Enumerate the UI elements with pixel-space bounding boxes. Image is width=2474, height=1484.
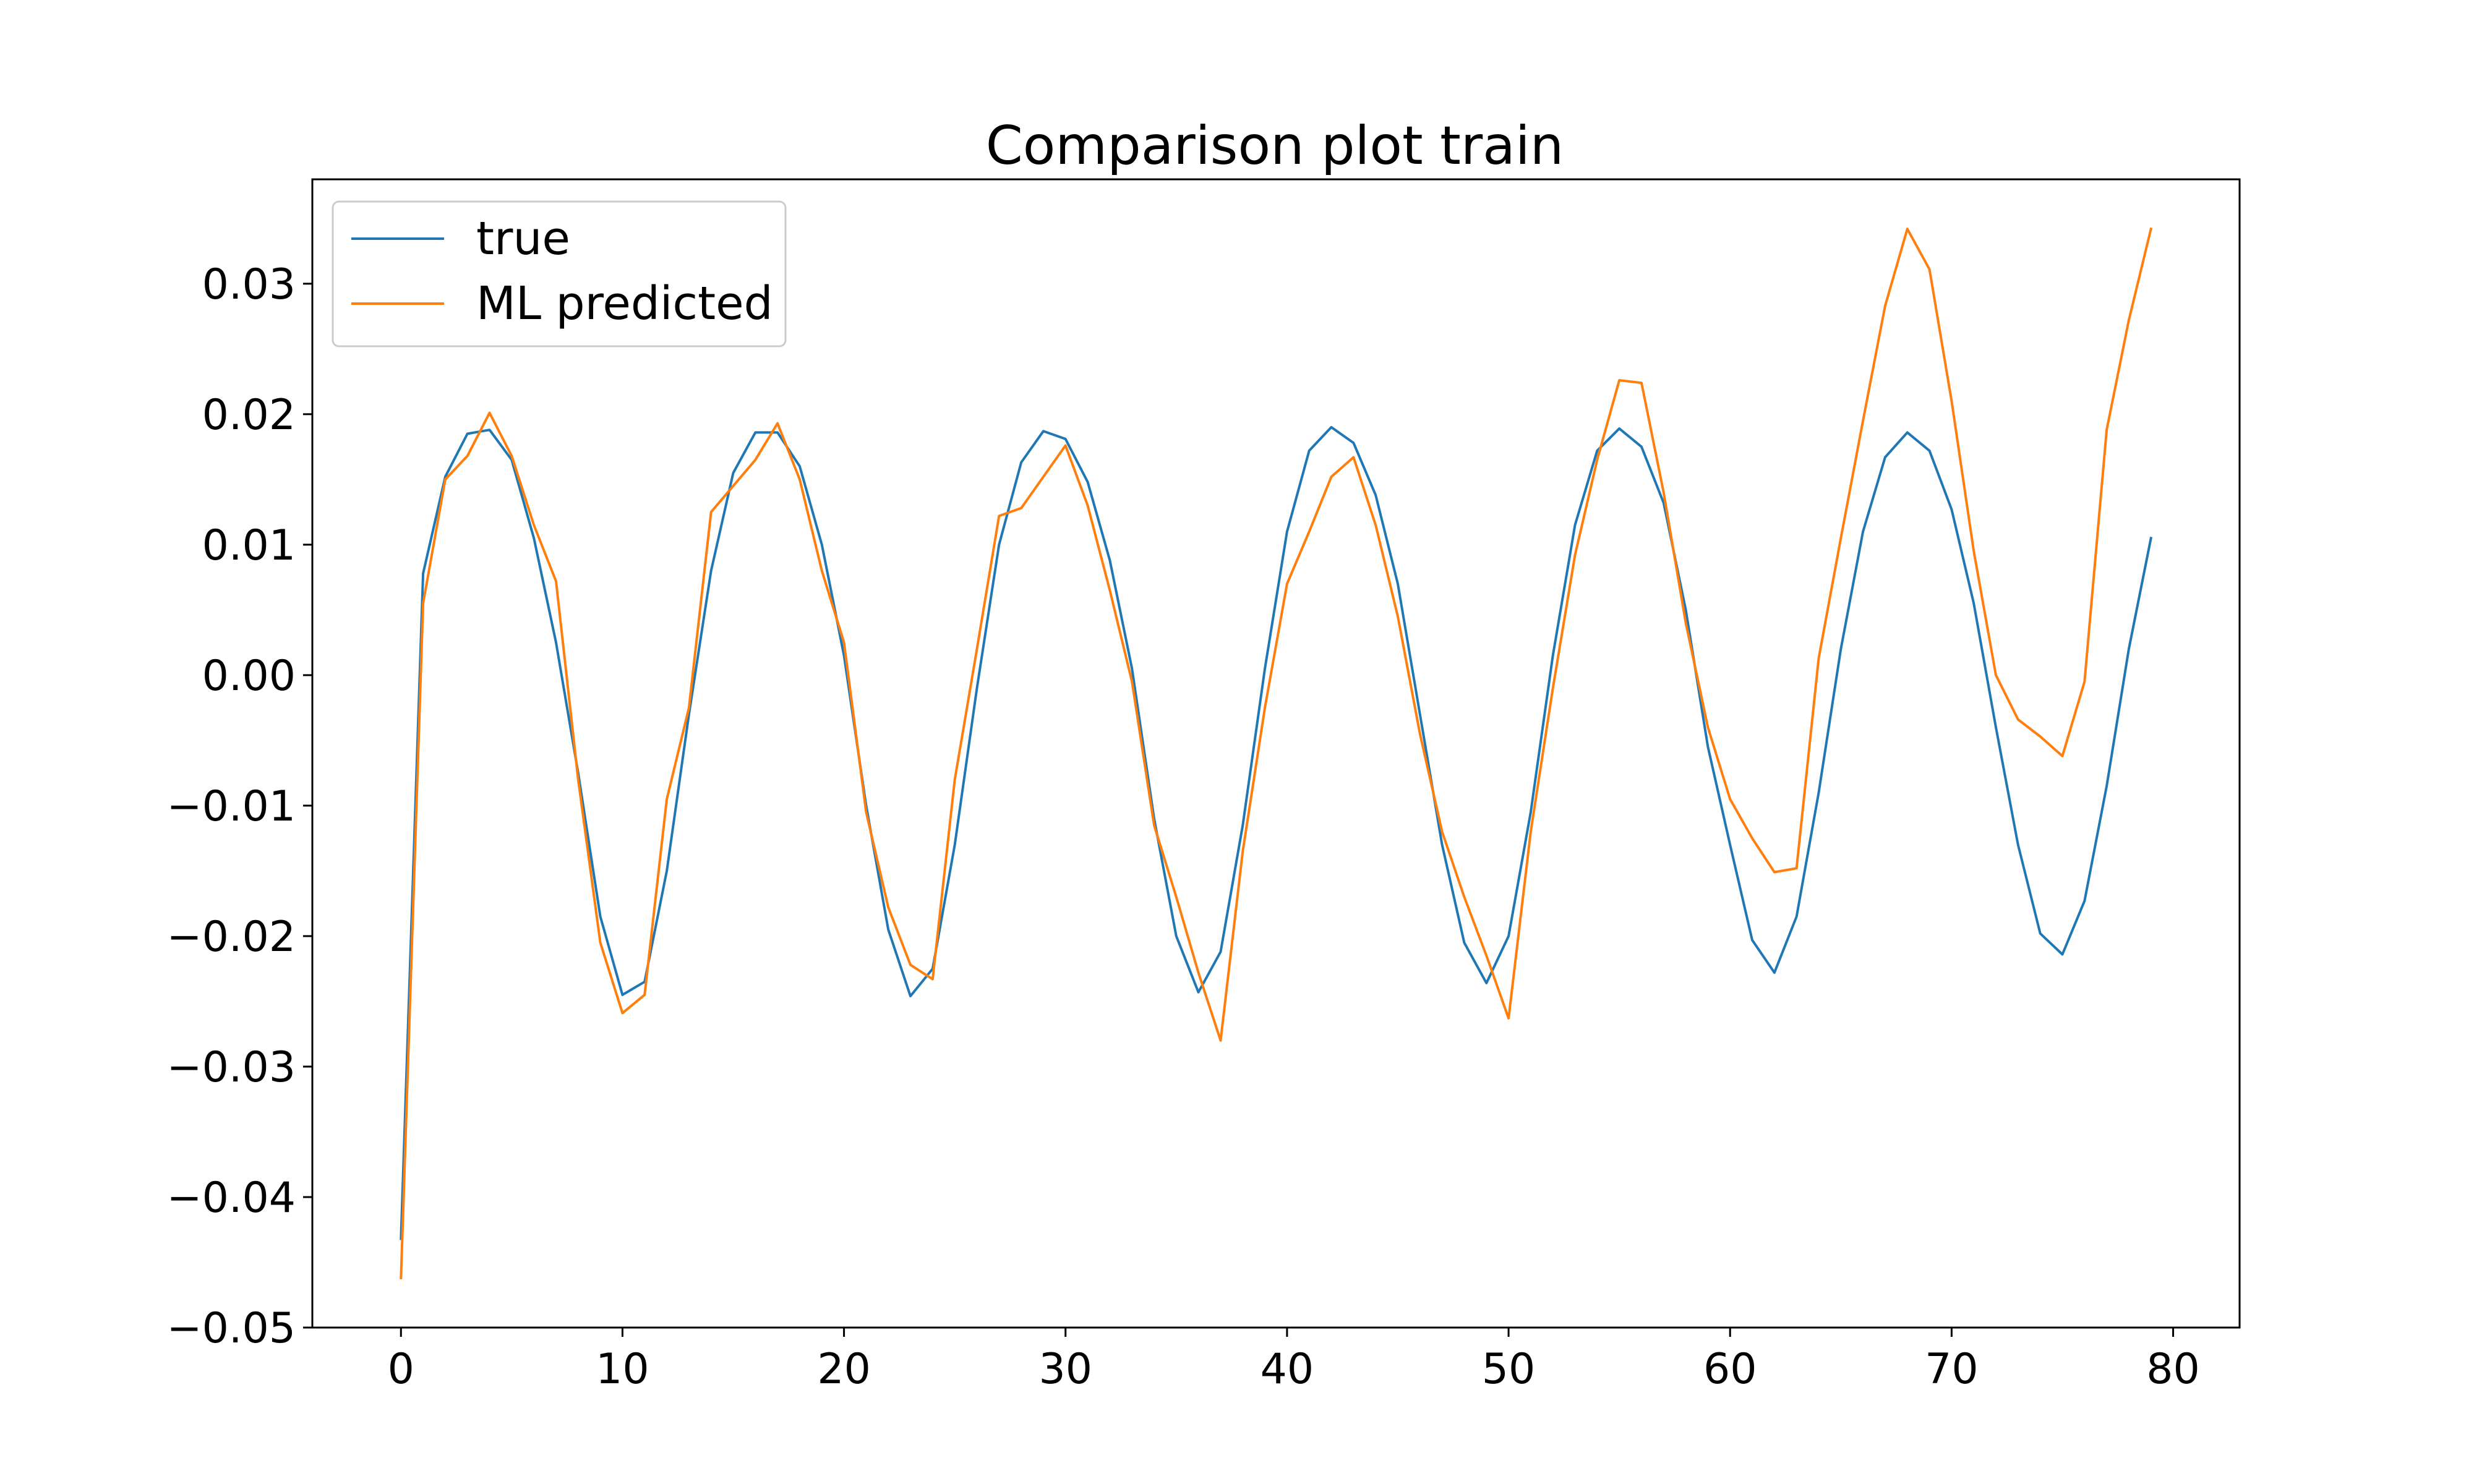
series-line-true	[400, 425, 2153, 1240]
y-axis: −0.05 −0.04 −0.03 −0.02 −0.01 0.00 0.01 0.02 0.0…	[167, 260, 312, 1353]
y-tick-label: −0.05	[167, 1304, 296, 1353]
x-tick-label: 60	[1703, 1345, 1757, 1394]
x-tick-label: 30	[1038, 1345, 1092, 1394]
series-layer	[400, 227, 2153, 1279]
legend-label-ml-predicted: ML predicted	[476, 277, 773, 330]
x-tick-label: 40	[1261, 1345, 1314, 1394]
x-tick-label: 10	[596, 1345, 649, 1394]
plot-frame	[311, 178, 2241, 1329]
x-tick-label: 0	[388, 1345, 414, 1394]
y-tick-label: 0.02	[202, 391, 296, 440]
x-tick-label: 20	[817, 1345, 871, 1394]
chart-title: Comparison plot train	[986, 115, 1564, 177]
legend-label-true: true	[476, 212, 570, 265]
x-tick-label: 80	[2146, 1345, 2200, 1394]
y-tick-label: 0.00	[202, 652, 296, 701]
legend: true ML predicted	[332, 200, 787, 348]
x-tick-label: 50	[1482, 1345, 1536, 1394]
y-tick-label: 0.01	[202, 521, 296, 570]
y-tick-label: −0.01	[167, 782, 296, 831]
y-tick-label: 0.03	[202, 260, 296, 309]
y-tick-label: −0.02	[167, 913, 296, 962]
legend-box	[332, 200, 787, 348]
x-tick-label: 70	[1925, 1345, 1979, 1394]
x-axis: 0 10 20 30 40 50 60 70 80	[388, 1328, 2200, 1394]
y-tick-label: −0.03	[167, 1043, 296, 1092]
y-tick-label: −0.04	[167, 1174, 296, 1222]
series-line-ml-predicted	[400, 227, 2153, 1279]
